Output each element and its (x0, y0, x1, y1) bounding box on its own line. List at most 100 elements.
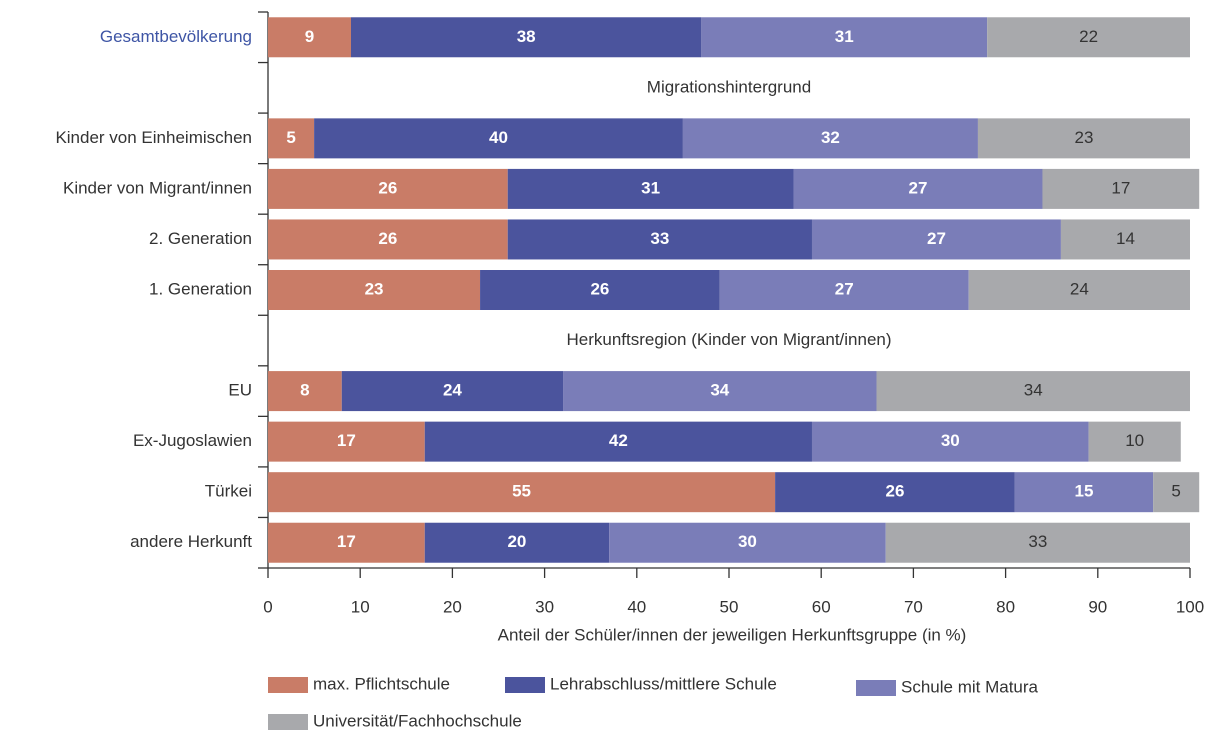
bar-segment (811, 421, 1089, 462)
data-label: 40 (489, 128, 508, 147)
y-tick-label: 2. Generation (149, 229, 252, 248)
y-tick-label: Gesamtbevölkerung (100, 27, 252, 46)
bar-segment (507, 219, 812, 260)
bar-segment (811, 219, 1061, 260)
x-tick-label: 70 (904, 597, 923, 616)
bar-segment (350, 17, 702, 58)
bar-segment (701, 17, 988, 58)
data-label: 5 (286, 128, 295, 147)
data-label: 26 (590, 279, 609, 298)
y-tick-label: Türkei (205, 482, 252, 501)
data-label: 23 (1075, 128, 1094, 147)
bar-segment (424, 421, 812, 462)
bar-segment (885, 522, 1190, 563)
x-tick-label: 100 (1176, 597, 1204, 616)
data-label: 33 (1028, 532, 1047, 551)
bar-segment (480, 270, 720, 310)
legend-label: Schule mit Matura (901, 677, 1039, 696)
legend-swatch (268, 677, 308, 693)
data-label: 27 (835, 279, 854, 298)
x-tick-label: 20 (443, 597, 462, 616)
x-tick-label: 50 (720, 597, 739, 616)
bar-segment (1153, 472, 1200, 513)
bar-segment (424, 522, 610, 563)
data-label: 17 (337, 431, 356, 450)
data-label: 20 (507, 532, 526, 551)
data-label: 15 (1075, 482, 1094, 501)
data-label: 24 (443, 381, 462, 400)
data-label: 8 (300, 381, 309, 400)
bar-segment (1042, 168, 1200, 209)
data-label: 31 (835, 27, 854, 46)
bar-segment (268, 17, 351, 58)
bar-segment (563, 371, 877, 412)
section-header: Migrationshintergrund (647, 77, 811, 96)
legend-swatch (505, 677, 545, 693)
data-label: 26 (885, 482, 904, 501)
y-tick-label: Ex-Jugoslawien (133, 431, 252, 450)
bar-segment (268, 118, 315, 159)
bar-segment (268, 472, 776, 513)
y-tick-label: andere Herkunft (130, 532, 252, 551)
x-tick-label: 60 (812, 597, 831, 616)
bar-segment (775, 472, 1015, 513)
bar-segment (268, 219, 508, 260)
bar-segment (719, 270, 969, 310)
x-tick-label: 80 (996, 597, 1015, 616)
bar-segment (1060, 219, 1190, 260)
bar-segment (268, 168, 508, 209)
data-label: 24 (1070, 279, 1089, 298)
bar-segment (1088, 421, 1181, 462)
bar-segment (268, 522, 425, 563)
x-tick-label: 10 (351, 597, 370, 616)
bar-segment (977, 118, 1190, 159)
data-label: 10 (1125, 431, 1144, 450)
bar-segment (682, 118, 978, 159)
legend-swatch (268, 714, 308, 730)
y-tick-label: 1. Generation (149, 279, 252, 298)
data-label: 27 (927, 229, 946, 248)
legend-label: max. Pflichtschule (313, 674, 450, 693)
bar-segment (268, 421, 425, 462)
x-axis-title: Anteil der Schüler/innen der jeweiligen … (498, 625, 967, 644)
y-tick-label: Kinder von Einheimischen (55, 128, 252, 147)
section-header: Herkunftsregion (Kinder von Migrant/inne… (566, 330, 891, 349)
data-label: 33 (650, 229, 669, 248)
data-label: 30 (941, 431, 960, 450)
data-label: 23 (365, 279, 384, 298)
data-label: 42 (609, 431, 628, 450)
data-label: 26 (378, 229, 397, 248)
data-label: 38 (517, 27, 536, 46)
x-tick-label: 30 (535, 597, 554, 616)
x-tick-label: 0 (263, 597, 272, 616)
legend-label: Lehrabschluss/mittlere Schule (550, 674, 777, 693)
data-label: 55 (512, 482, 531, 501)
legend-label: Universität/Fachhochschule (313, 711, 522, 730)
data-label: 17 (337, 532, 356, 551)
bar-segment (987, 17, 1190, 58)
legend-swatch (856, 680, 896, 696)
data-label: 5 (1171, 482, 1180, 501)
data-label: 9 (305, 27, 314, 46)
data-label: 26 (378, 178, 397, 197)
bar-segment (268, 270, 481, 310)
data-label: 14 (1116, 229, 1135, 248)
bar-segment (507, 168, 794, 209)
data-label: 34 (1024, 381, 1043, 400)
data-label: 31 (641, 178, 660, 197)
x-tick-label: 40 (627, 597, 646, 616)
data-label: 27 (909, 178, 928, 197)
bar-segment (876, 371, 1190, 412)
x-tick-label: 90 (1088, 597, 1107, 616)
bar-segment (968, 270, 1190, 310)
bar-segment (268, 371, 342, 412)
bar-segment (1014, 472, 1154, 513)
bar-segment (341, 371, 564, 412)
data-label: 32 (821, 128, 840, 147)
data-label: 22 (1079, 27, 1098, 46)
data-label: 30 (738, 532, 757, 551)
y-tick-label: Kinder von Migrant/innen (63, 178, 252, 197)
data-label: 17 (1111, 178, 1130, 197)
bar-segment (609, 522, 886, 563)
